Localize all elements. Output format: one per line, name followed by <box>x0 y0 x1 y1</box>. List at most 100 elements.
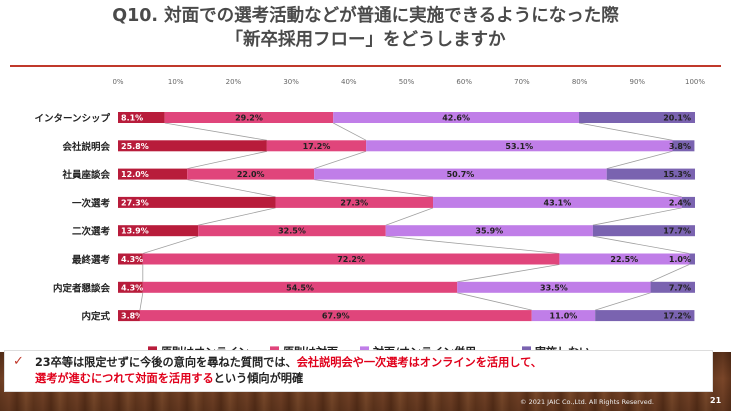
data-label: 3.8% <box>121 312 143 321</box>
data-label: 13.9% <box>121 227 149 236</box>
bar-segment <box>142 253 560 265</box>
data-label: 22.0% <box>237 170 265 179</box>
bar-segment <box>118 196 276 208</box>
page-number: 21 <box>710 396 722 405</box>
data-label: 17.7% <box>663 227 691 236</box>
series-connector-line <box>314 179 434 198</box>
data-label: 32.5% <box>278 227 306 236</box>
data-label: 54.5% <box>286 283 314 292</box>
bar-segment <box>579 112 695 123</box>
data-label: 27.3% <box>121 198 149 207</box>
x-tick-label: 0% <box>112 78 123 86</box>
bar-segment <box>433 196 682 208</box>
series-connector-line <box>606 179 682 198</box>
category-label: 内定式 <box>81 311 110 323</box>
bar-segment <box>118 310 140 322</box>
bar-segment <box>314 168 607 180</box>
series-connector-line <box>595 292 651 311</box>
series-connector-line <box>142 235 199 254</box>
legend-label: 対面/オンライン併用 <box>372 344 476 350</box>
series-connector-line <box>650 264 690 283</box>
bar-segment <box>275 196 434 208</box>
legend-label: 原則はオンライン <box>161 344 249 350</box>
data-label: 42.6% <box>442 114 470 123</box>
x-tick-label: 30% <box>283 78 299 86</box>
bar-segment <box>142 281 458 293</box>
checkmark-icon: ✓ <box>13 354 24 369</box>
category-label: 社員座談会 <box>61 169 110 181</box>
page-title: Q10. 対面での選考活動などが普通に実施できるようになった際 「新卒採用フロー… <box>0 4 731 52</box>
category-label: 内定者懇談会 <box>53 282 111 294</box>
bar-segment <box>333 112 580 123</box>
bar-segment <box>139 310 532 322</box>
bar-segment <box>118 225 199 237</box>
x-tick-label: 10% <box>168 78 184 86</box>
stacked-bar-chart: 0% 10% 20% 30% 40% 50% 60% 70% 80% 90% 100% インターンシッ… <box>34 78 705 350</box>
category-label: 最終選考 <box>72 254 111 266</box>
category-label: 二次選考 <box>72 226 111 238</box>
data-label: 27.3% <box>340 198 368 207</box>
summary-note: ✓ 23卒等は限定せずに今後の意向を尋ねた質問では、会社説明会や一次選考はオンラ… <box>4 350 713 392</box>
series-connector-line <box>139 292 144 311</box>
data-label: 7.7% <box>669 283 691 292</box>
series-connector-line <box>457 264 560 283</box>
data-label: 53.1% <box>505 142 533 151</box>
series-connector-line <box>333 122 367 141</box>
bar-segment <box>650 281 695 293</box>
legend-label: 実施しない <box>535 344 590 350</box>
series-connector-line <box>592 207 682 226</box>
series-connector-line <box>578 122 673 141</box>
bar-segment <box>366 140 673 152</box>
data-label: 15.3% <box>663 170 691 179</box>
bar-segment <box>118 253 143 265</box>
series-connector-line <box>187 179 276 198</box>
title-line-2: 「新卒採用フロー」をどうしますか <box>225 30 506 50</box>
series-connector-line <box>385 235 560 254</box>
data-label: 72.2% <box>337 255 365 264</box>
x-tick-label: 40% <box>341 78 357 86</box>
bar-segment <box>118 140 267 152</box>
bar-segment <box>118 112 165 123</box>
data-label: 4.3% <box>121 283 143 292</box>
note-text-2: という傾向が明確 <box>213 372 304 385</box>
x-tick-label: 80% <box>572 78 588 86</box>
data-label: 50.7% <box>447 170 475 179</box>
series-connector-line <box>606 150 673 169</box>
data-label: 11.0% <box>550 312 578 321</box>
data-label: 25.8% <box>121 142 149 151</box>
data-label: 67.9% <box>322 312 350 321</box>
data-label: 3.8% <box>669 142 691 151</box>
bar-segment <box>187 168 315 180</box>
note-highlight-2: 選考が進むにつれて対面を活用する <box>35 372 214 385</box>
data-label: 33.5% <box>540 283 568 292</box>
bar-segment <box>592 225 695 237</box>
legend-swatch <box>360 346 369 350</box>
legend-label: 原則は対面 <box>283 344 338 350</box>
data-label: 22.5% <box>610 255 638 264</box>
data-label: 17.2% <box>303 142 331 151</box>
bar-segment <box>198 225 386 237</box>
bar-segment <box>385 225 593 237</box>
legend-swatch <box>148 346 157 350</box>
title-divider <box>10 65 721 67</box>
x-tick-label: 70% <box>514 78 530 86</box>
bar-segment <box>118 281 143 293</box>
data-label: 43.1% <box>544 198 572 207</box>
bar-segment <box>689 253 695 265</box>
note-text-1: 23卒等は限定せずに今後の意向を尋ねた質問では、 <box>35 356 297 369</box>
series-connector-line <box>187 150 267 169</box>
series-connector-line <box>385 207 434 226</box>
series-connector-line <box>457 292 532 311</box>
bar-segment <box>606 168 695 180</box>
data-label: 8.1% <box>121 114 143 123</box>
bar-segment <box>164 112 334 123</box>
data-label: 20.1% <box>663 114 691 123</box>
series-connector-line <box>314 150 367 169</box>
x-tick-label: 100% <box>685 78 705 86</box>
legend-swatch <box>522 346 531 350</box>
category-label: 一次選考 <box>72 197 111 209</box>
bar-segment <box>118 168 188 180</box>
data-label: 4.3% <box>121 255 143 264</box>
data-label: 12.0% <box>121 170 149 179</box>
